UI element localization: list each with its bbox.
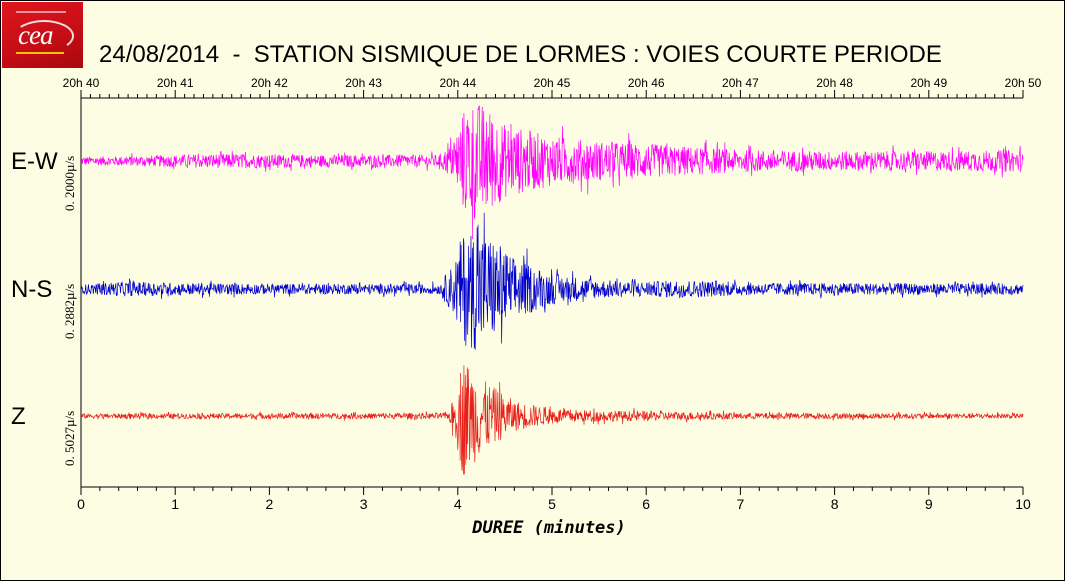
trace-line-e-w (80, 105, 1024, 239)
cea-logo: cea (2, 2, 83, 68)
x-tick-label: 1 (171, 496, 179, 512)
top-tick-label: 20h 46 (628, 76, 665, 90)
top-tick-label: 20h 44 (439, 76, 476, 90)
trace-line-z (80, 365, 1024, 475)
top-tick-label: 20h 47 (722, 76, 759, 90)
x-tick-label: 3 (360, 496, 368, 512)
channel-label: E-W (11, 148, 58, 175)
x-tick-label: 6 (642, 496, 650, 512)
chart-title: 24/08/2014 - STATION SISMIQUE DE LORMES … (99, 41, 942, 68)
x-tick-label: 2 (266, 496, 274, 512)
trace-line-n-s (80, 212, 1024, 350)
x-tick-label: 10 (1015, 496, 1031, 512)
x-axis-label: DUREE (minutes) (471, 518, 626, 538)
top-tick-label: 20h 49 (910, 76, 947, 90)
x-tick-label: 7 (737, 496, 745, 512)
logo-fine-print (16, 11, 66, 13)
channel-label: N-S (11, 276, 52, 303)
top-tick-label: 20h 40 (63, 76, 100, 90)
top-tick-label: 20h 43 (345, 76, 382, 90)
logo-ring (14, 20, 74, 52)
x-tick-label: 5 (548, 496, 556, 512)
x-tick-label: 9 (925, 496, 933, 512)
scale-label: 0. 2000µ/s (62, 156, 77, 211)
x-tick-label: 8 (831, 496, 839, 512)
top-tick-label: 20h 41 (157, 76, 194, 90)
scale-label: 0. 2882µ/s (62, 284, 77, 339)
x-tick-label: 4 (454, 496, 462, 512)
channel-label: Z (11, 403, 26, 430)
top-tick-label: 20h 48 (816, 76, 853, 90)
top-tick-label: 20h 45 (534, 76, 571, 90)
top-tick-label: 20h 42 (251, 76, 288, 90)
logo-accent-bar (16, 52, 64, 54)
x-tick-label: 0 (77, 496, 85, 512)
logo-mark: cea (18, 20, 53, 50)
top-time-axis: 20h 40 20h 41 20h 42 20h 43 20h 44 20h 45 20h … (63, 76, 1042, 99)
traces: E-W 0. 2000µ/s N-S 0. 2882µ/s Z 0. 5027µ/s (11, 105, 1024, 475)
scale-label: 0. 5027µ/s (62, 411, 77, 466)
bottom-duration-axis: 0 1 2 3 4 5 6 7 8 9 10 (77, 486, 1031, 512)
top-tick-label: 20h 50 (1005, 76, 1042, 90)
